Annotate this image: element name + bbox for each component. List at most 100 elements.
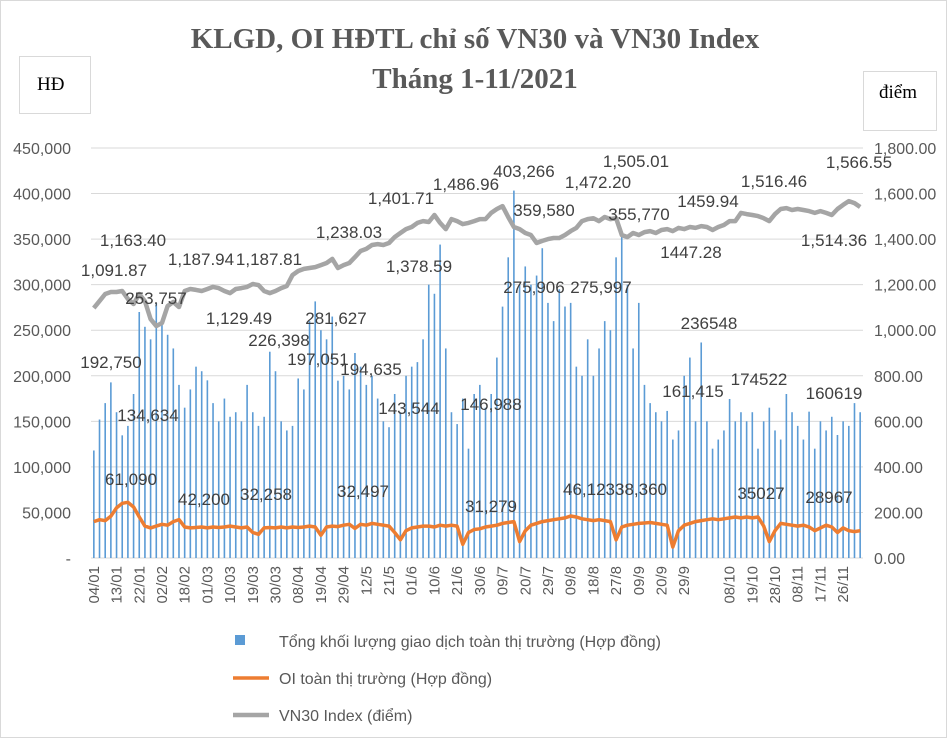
volume-bar <box>734 421 737 558</box>
volume-bar <box>98 419 101 558</box>
x-axis-tick-label: 28/10 <box>767 566 784 604</box>
volume-bar <box>263 416 265 558</box>
volume-bar <box>513 190 515 558</box>
x-axis-tick-label: 10/6 <box>426 566 443 595</box>
volume-bar <box>308 321 311 558</box>
volume-bar <box>660 421 663 558</box>
volume-bar <box>456 424 458 558</box>
x-axis-tick-label: 01/03 <box>199 566 216 604</box>
volume-bar <box>637 302 640 558</box>
volume-bar <box>427 284 430 558</box>
right-axis-tick-label: 0.00 <box>874 551 905 568</box>
chart-title-line2: Tháng 1-11/2021 <box>372 63 577 95</box>
oi-data-label: 32,497 <box>337 482 389 501</box>
volume-bar <box>717 439 720 558</box>
x-axis-tick-label: 27/8 <box>608 566 625 595</box>
volume-bar <box>450 412 453 558</box>
x-axis-tick-label: 12/5 <box>358 566 375 595</box>
volume-bar <box>552 321 555 558</box>
volume-bar <box>745 421 748 558</box>
right-axis-tick-label: 600.00 <box>874 414 923 431</box>
left-axis-tick-label: 200,000 <box>13 369 71 386</box>
volume-bar <box>825 430 827 558</box>
volume-bar <box>774 430 776 558</box>
oi-data-label: 35027 <box>737 484 784 503</box>
volume-bar <box>802 439 805 558</box>
right-unit-box <box>863 71 937 131</box>
x-axis-tick-label: 10/03 <box>222 566 239 604</box>
oi-data-label: 38,360 <box>615 480 667 499</box>
volume-bar <box>632 348 634 558</box>
volume-bar <box>496 357 498 558</box>
index-data-label: 1,091.87 <box>81 261 147 280</box>
right-axis-unit: điểm <box>879 82 917 103</box>
volume-bar <box>842 421 844 558</box>
volume-bar <box>728 398 731 558</box>
x-axis-tick-label: 02/02 <box>154 566 171 604</box>
volume-data-label: 275,997 <box>570 278 631 297</box>
x-axis-tick-label: 29/04 <box>336 566 353 604</box>
left-axis-unit: HĐ <box>37 74 64 95</box>
x-axis-tick-label: 18/02 <box>177 566 194 604</box>
volume-bar <box>371 375 373 558</box>
index-data-label: 1,187.81 <box>236 250 302 269</box>
volume-bar <box>598 348 600 558</box>
volume-bar <box>422 339 424 558</box>
volume-bar <box>251 412 254 558</box>
index-data-label: 1,129.49 <box>206 309 272 328</box>
left-axis-tick-label: - <box>66 551 71 568</box>
volume-data-label: 194,635 <box>340 360 401 379</box>
legend-label: VN30 Index (điểm) <box>279 707 412 725</box>
x-axis-tick-label: 29/9 <box>676 566 693 595</box>
volume-bar <box>127 425 129 558</box>
volume-bar <box>592 375 595 558</box>
volume-data-label: 143,544 <box>378 399 439 418</box>
x-axis-tick-label: 29/7 <box>540 566 557 595</box>
oi-data-label: 31,279 <box>465 497 517 516</box>
volume-bar <box>200 371 203 558</box>
x-axis-tick-label: 09/9 <box>631 566 648 595</box>
left-axis-tick-label: 350,000 <box>13 232 71 249</box>
index-data-label: 1,566.55 <box>826 153 892 172</box>
volume-data-label: 359,580 <box>513 201 574 220</box>
volume-bar <box>172 348 175 558</box>
volume-bar <box>700 342 703 558</box>
volume-bar <box>410 366 413 558</box>
volume-bar <box>694 421 697 558</box>
x-axis-tick-label: 09/8 <box>563 566 580 595</box>
volume-data-label: 253,757 <box>125 289 186 308</box>
index-data-label: 1,505.01 <box>603 152 669 171</box>
oi-data-label: 61,090 <box>105 470 157 489</box>
volume-bar <box>195 366 197 558</box>
volume-bar <box>212 403 214 558</box>
x-axis-tick-label: 19/03 <box>245 566 262 604</box>
volume-data-label: 174522 <box>731 370 788 389</box>
volume-bar <box>291 425 294 558</box>
volume-bar <box>393 394 396 558</box>
x-axis-tick-label: 21/5 <box>381 566 398 595</box>
volume-bar <box>240 421 243 558</box>
oi-data-label: 46,123 <box>563 480 615 499</box>
index-data-label: 1,163.40 <box>100 231 166 250</box>
index-data-label: 1,401.71 <box>368 189 434 208</box>
volume-bar <box>246 384 248 558</box>
volume-bar <box>138 312 141 558</box>
volume-bar <box>183 407 186 558</box>
volume-bar <box>796 425 799 558</box>
volume-bar <box>626 284 629 558</box>
volume-bar <box>836 435 839 558</box>
volume-bar <box>348 389 351 558</box>
right-axis-tick-label: 1,200.00 <box>874 278 936 295</box>
volume-bar <box>257 425 260 558</box>
legend-label: OI toàn thị trường (Hợp đồng) <box>279 671 492 688</box>
volume-bar <box>149 339 152 558</box>
index-data-label: 1459.94 <box>677 192 738 211</box>
x-axis-tick-label: 19/04 <box>313 566 330 604</box>
volume-bar <box>229 416 231 558</box>
volume-bar <box>518 284 521 558</box>
volume-bar <box>530 284 532 558</box>
right-axis-tick-label: 1,600.00 <box>874 187 936 204</box>
volume-bar <box>444 348 447 558</box>
oi-data-label: 42,200 <box>178 490 230 509</box>
volume-bar <box>507 257 510 558</box>
